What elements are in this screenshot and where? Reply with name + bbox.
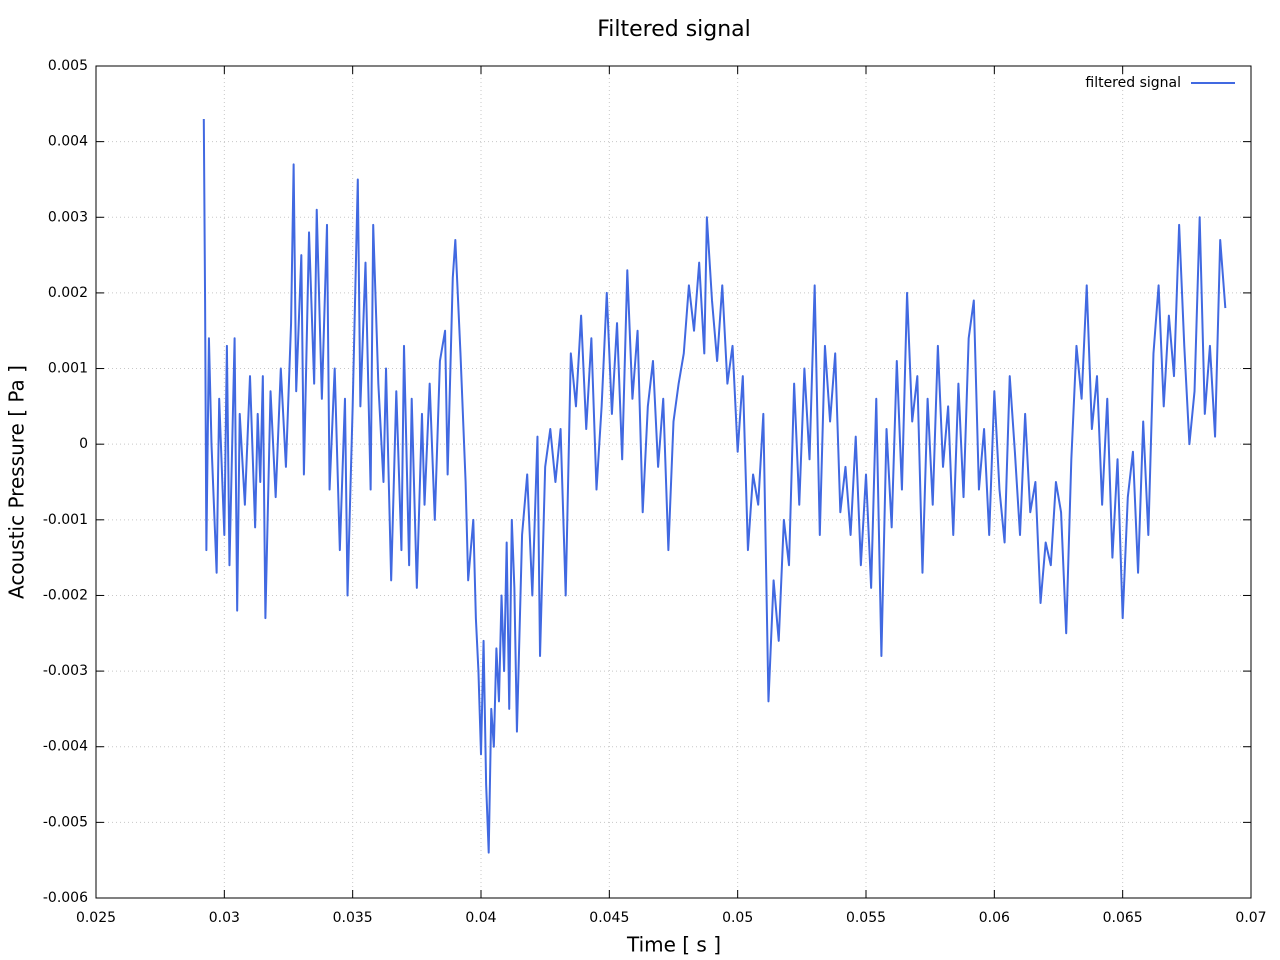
y-tick-label: 0.005 [48, 58, 88, 74]
legend-label: filtered signal [1085, 75, 1181, 91]
signal-line [202, 118, 1227, 854]
chart-title: Filtered signal [597, 17, 751, 42]
x-tick-label: 0.03 [209, 910, 240, 926]
x-axis-label: Time [ s ] [626, 933, 721, 957]
x-tick-label: 0.045 [589, 910, 629, 926]
x-tick-label: 0.035 [333, 910, 373, 926]
x-tick-label: 0.05 [722, 910, 753, 926]
y-tick-label: 0 [79, 436, 88, 452]
x-tick-label: 0.04 [465, 910, 496, 926]
y-axis-label: Acoustic Pressure [ Pa ] [5, 365, 29, 599]
y-tick-label: -0.002 [43, 587, 88, 603]
x-tick-label: 0.055 [846, 910, 886, 926]
y-tick-label: -0.001 [43, 512, 88, 528]
y-tick-label: 0.001 [48, 361, 88, 377]
x-tick-label: 0.065 [1103, 910, 1143, 926]
y-tick-label: -0.005 [43, 814, 88, 830]
y-tick-label: 0.003 [48, 209, 88, 225]
y-tick-label: 0.002 [48, 285, 88, 301]
y-tick-label: -0.003 [43, 663, 88, 679]
y-tick-label: -0.004 [43, 739, 88, 755]
y-tick-label: -0.006 [43, 890, 88, 906]
x-tick-label: 0.07 [1235, 910, 1266, 926]
plot-frame [95, 65, 1252, 899]
y-tick-label: 0.004 [48, 134, 88, 150]
x-tick-label: 0.025 [76, 910, 116, 926]
x-tick-label: 0.06 [979, 910, 1010, 926]
